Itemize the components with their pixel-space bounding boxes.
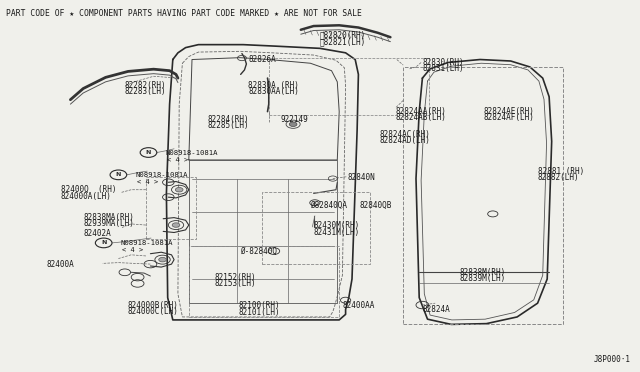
Circle shape	[172, 223, 180, 227]
Text: 82840N: 82840N	[348, 173, 375, 182]
Text: N: N	[101, 240, 106, 246]
Text: 82400A: 82400A	[47, 260, 74, 269]
Text: 82282(RH): 82282(RH)	[125, 81, 166, 90]
Bar	[146, 177, 196, 239]
Text: 82153(LH): 82153(LH)	[214, 279, 256, 288]
Circle shape	[289, 122, 297, 126]
Text: 82824AA(RH): 82824AA(RH)	[396, 107, 446, 116]
Text: 82101(LH): 82101(LH)	[239, 308, 280, 317]
Circle shape	[159, 257, 166, 262]
Text: PART CODE OF ★ COMPONENT PARTS HAVING PART CODE MARKED ★ ARE NOT FOR SALE: PART CODE OF ★ COMPONENT PARTS HAVING PA…	[6, 9, 362, 18]
Text: N: N	[116, 172, 121, 177]
Text: 82824A: 82824A	[422, 305, 450, 314]
Text: Ø82840QA: Ø82840QA	[310, 201, 348, 210]
Text: 82830AA(LH): 82830AA(LH)	[248, 87, 299, 96]
Bar	[269, 58, 429, 115]
Text: 82285(LH): 82285(LH)	[208, 121, 250, 130]
Text: J8P000·1: J8P000·1	[593, 355, 630, 364]
Text: 824000A(LH): 824000A(LH)	[61, 192, 111, 201]
Text: 82824AB(LH): 82824AB(LH)	[396, 113, 446, 122]
Text: 82830(RH): 82830(RH)	[422, 58, 464, 67]
Text: N: N	[146, 150, 151, 155]
Bar	[403, 67, 563, 324]
Text: 82824AF(LH): 82824AF(LH)	[483, 113, 534, 122]
Text: 82831(LH): 82831(LH)	[422, 64, 464, 73]
Text: Ø-82840Q: Ø-82840Q	[240, 247, 277, 256]
Bar	[262, 192, 370, 264]
Text: 82402A: 82402A	[83, 229, 111, 238]
Text: < 4 >: < 4 >	[122, 247, 143, 253]
Text: 82400Q  (RH): 82400Q (RH)	[61, 185, 116, 194]
Text: 82826A: 82826A	[248, 55, 276, 64]
Text: 82838M(RH): 82838M(RH)	[460, 268, 506, 277]
Text: N08918-1081A: N08918-1081A	[136, 172, 188, 178]
Text: < 4 >: < 4 >	[137, 179, 158, 185]
Text: 82824AE(RH): 82824AE(RH)	[483, 107, 534, 116]
Text: 82284(RH): 82284(RH)	[208, 115, 250, 124]
Text: 922149: 922149	[280, 115, 308, 124]
Text: 82824AD(LH): 82824AD(LH)	[380, 137, 430, 145]
Text: ⠥82821(LH): ⠥82821(LH)	[320, 38, 366, 46]
Text: 82830A (RH): 82830A (RH)	[248, 81, 299, 90]
Text: < 4 >: < 4 >	[167, 157, 188, 163]
Text: 82839M(LH): 82839M(LH)	[460, 274, 506, 283]
Text: 82840QB: 82840QB	[360, 201, 392, 210]
Text: 824000C(LH): 824000C(LH)	[128, 307, 179, 316]
Text: N08918-1081A: N08918-1081A	[166, 150, 218, 155]
Text: 82939MA(LH): 82939MA(LH)	[83, 219, 134, 228]
Text: 82882(LH): 82882(LH)	[538, 173, 579, 182]
Text: 82824AC(RH): 82824AC(RH)	[380, 130, 430, 139]
Text: 82430M(RH): 82430M(RH)	[314, 221, 360, 230]
Text: N08918-1081A: N08918-1081A	[121, 240, 173, 246]
Text: 82100(RH): 82100(RH)	[239, 301, 280, 310]
Text: 824000B(RH): 824000B(RH)	[128, 301, 179, 310]
Bar	[189, 246, 339, 317]
Text: ⠥82820(RH): ⠥82820(RH)	[320, 31, 366, 40]
Text: 82283(LH): 82283(LH)	[125, 87, 166, 96]
Circle shape	[175, 187, 183, 192]
Text: 82400AA: 82400AA	[342, 301, 375, 310]
Text: 82838MA(RH): 82838MA(RH)	[83, 213, 134, 222]
Text: 82152(RH): 82152(RH)	[214, 273, 256, 282]
Text: 82881 (RH): 82881 (RH)	[538, 167, 584, 176]
Text: 82431M(LH): 82431M(LH)	[314, 228, 360, 237]
